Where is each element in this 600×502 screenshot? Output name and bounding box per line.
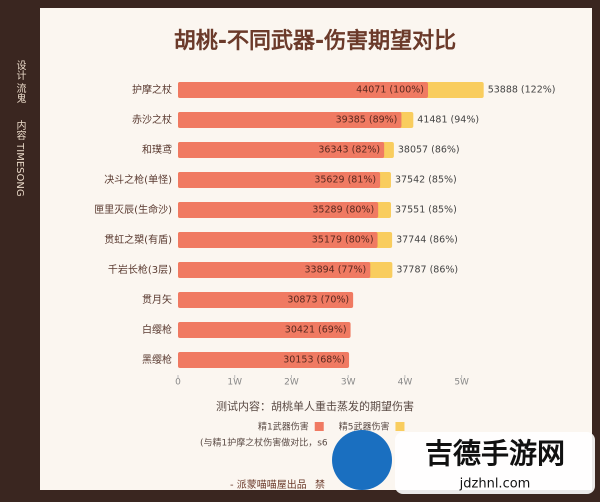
bar bbox=[178, 322, 351, 338]
value-label: 35179 (80%) bbox=[312, 235, 374, 246]
value-label: 41481 (94%) bbox=[417, 115, 479, 126]
value-label: 35629 (81%) bbox=[314, 175, 376, 186]
legend-swatch bbox=[314, 422, 324, 431]
footer-extra: 禁 bbox=[315, 479, 325, 491]
x-tick-label: 5W bbox=[454, 378, 469, 388]
value-label: 33894 (77%) bbox=[304, 265, 366, 276]
bar bbox=[178, 232, 378, 248]
value-label: 35289 (80%) bbox=[312, 205, 374, 216]
sidebar-design: 设计 流鬼 bbox=[14, 60, 26, 104]
x-tick-label: 3W bbox=[341, 378, 356, 388]
x-tick-label: 0 bbox=[175, 378, 181, 388]
x-tick-label: 2W bbox=[284, 378, 299, 388]
category-label: 千岩长枪(3层) bbox=[108, 263, 172, 276]
value-label: 30873 (70%) bbox=[287, 295, 349, 306]
note: (与精1护摩之杖伤害做对比，s6 bbox=[200, 437, 328, 449]
bar bbox=[178, 142, 385, 158]
bar bbox=[178, 262, 371, 278]
legend-swatch bbox=[395, 422, 405, 431]
watermark-url: jdzhnl.com bbox=[459, 477, 531, 492]
value-label: 39385 (89%) bbox=[336, 115, 398, 126]
chart-title: 胡桃-不同武器-伤害期望对比 bbox=[174, 28, 456, 54]
category-label: 贯月矢 bbox=[142, 293, 172, 306]
bar bbox=[178, 202, 379, 218]
category-label: 决斗之枪(单怪) bbox=[104, 173, 172, 186]
footer-credit: - 派蒙喵喵屋出品 bbox=[230, 478, 307, 491]
value-label: 37542 (85%) bbox=[395, 175, 457, 186]
watermark-bg bbox=[395, 432, 595, 494]
value-label: 30153 (68%) bbox=[283, 355, 345, 366]
x-tick-label: 4W bbox=[398, 378, 413, 388]
category-label: 贯虹之槊(有盾) bbox=[104, 233, 172, 246]
category-label: 护摩之杖 bbox=[132, 83, 172, 96]
bar bbox=[178, 292, 354, 308]
category-label: 白缨枪 bbox=[142, 323, 172, 336]
watermark-name: 吉德手游网 bbox=[425, 437, 565, 470]
bar bbox=[178, 172, 381, 188]
watermark: 吉德手游网 jdzhnl.com bbox=[332, 430, 595, 494]
value-label: 38057 (86%) bbox=[398, 145, 460, 156]
subtitle: 测试内容：胡桃单人重击蒸发的期望伤害 bbox=[216, 399, 414, 413]
bar bbox=[178, 112, 402, 128]
bar bbox=[178, 82, 429, 98]
value-label: 37744 (86%) bbox=[396, 235, 458, 246]
category-label: 匣里灭辰(生命沙) bbox=[94, 203, 172, 216]
legend-label: 精5武器伤害 bbox=[339, 421, 390, 433]
category-label: 黑缨枪 bbox=[142, 353, 172, 366]
category-label: 赤沙之杖 bbox=[132, 113, 172, 126]
category-label: 和璞鸢 bbox=[142, 143, 172, 156]
sidebar-content: 内容 TIMESONG bbox=[14, 119, 26, 197]
value-label: 37551 (85%) bbox=[395, 205, 457, 216]
card bbox=[40, 8, 592, 490]
x-tick-label: 1W bbox=[227, 378, 242, 388]
watermark-logo bbox=[332, 430, 392, 490]
bar bbox=[178, 352, 350, 368]
value-label: 44071 (100%) bbox=[356, 85, 424, 96]
value-label: 37787 (86%) bbox=[396, 265, 458, 276]
value-label: 36343 (82%) bbox=[318, 145, 380, 156]
value-label: 30421 (69%) bbox=[285, 325, 347, 336]
legend-label: 精1武器伤害 bbox=[258, 421, 309, 433]
value-label: 53888 (122%) bbox=[488, 85, 556, 96]
